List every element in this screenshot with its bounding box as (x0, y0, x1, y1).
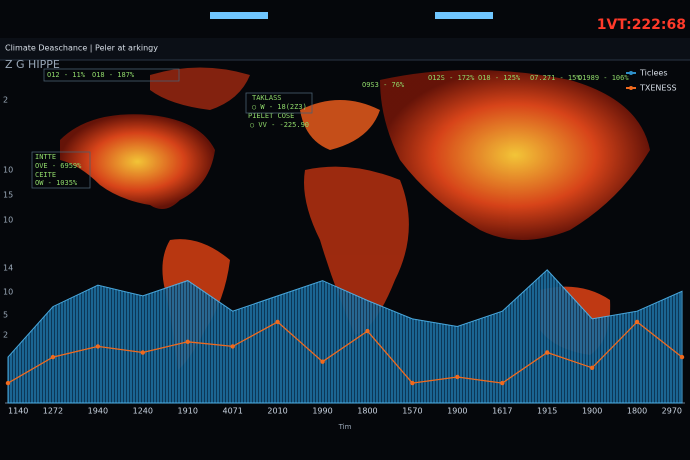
annotation-box (245, 92, 313, 114)
x-tick-label: 1240 (133, 407, 153, 416)
x-tick-label: 1900 (447, 407, 467, 416)
x-tick-label: 1800 (627, 407, 647, 416)
line (7, 321, 683, 384)
annotation: INTTE (35, 153, 56, 161)
annotation: OW - 1035% (35, 179, 78, 187)
x-tick-label: 1915 (537, 407, 557, 416)
line-point (545, 350, 550, 355)
line-point (455, 374, 460, 380)
annotation: O12 - 11% (47, 71, 86, 79)
annotation: ○ VV - -225.90 (250, 121, 309, 129)
x-tick-label: 1940 (88, 407, 108, 416)
annotation: CEITE (35, 171, 56, 179)
annotation: O1989 - 106% (578, 74, 629, 82)
annotation: O12S - 172% (428, 74, 475, 82)
x-tick-label: 1990 (312, 407, 332, 416)
legend-label: TXENESS (639, 84, 677, 93)
annotation: PIELET COSE (248, 112, 294, 120)
annotation: O7.271 - 15% (530, 74, 581, 82)
annotation: O18 - 187% (92, 71, 135, 79)
line-point (140, 350, 145, 355)
area (7, 269, 683, 404)
line-point (679, 354, 685, 360)
annotation: ○ W - 18(2Z3) (252, 103, 307, 111)
x-tick-label: 1140 (8, 407, 28, 416)
side-label: 10 (3, 166, 13, 175)
annotation: OVE - 6959% (35, 162, 82, 170)
line-point (500, 380, 505, 386)
annotation-box (43, 68, 180, 82)
africa (304, 166, 409, 335)
brand: Z G HIPPE (5, 58, 60, 71)
greenland (150, 67, 250, 110)
line-point (5, 380, 11, 386)
panel-title: Climate Deaschance | Peler at arkingy (5, 44, 158, 53)
x-axis-label: Tim (338, 423, 352, 431)
line-point (185, 339, 190, 344)
north-america (60, 114, 215, 209)
side-label: 14 (3, 264, 13, 273)
line-point (50, 354, 56, 360)
ceiling-light (435, 12, 493, 19)
line-point (275, 319, 280, 325)
line-point (320, 359, 325, 364)
annotation: O18 - 125% (478, 74, 521, 82)
legend-dot (629, 86, 633, 90)
x-tick-label: 2970 (662, 407, 682, 416)
annotation: O9S3 - 76% (362, 81, 405, 89)
title-bar (0, 38, 690, 60)
line-point (410, 380, 415, 386)
legend-label: Ticlees (639, 69, 668, 78)
ceiling-light (210, 12, 268, 19)
x-tick-label: 4071 (222, 407, 242, 416)
side-label: 5 (3, 311, 8, 320)
x-tick-label: 1617 (492, 407, 512, 416)
x-tick-label: 2010 (267, 407, 287, 416)
x-tick-label: 1900 (582, 407, 602, 416)
annotation: TAKLASS (252, 94, 282, 102)
x-tick-label: 1800 (357, 407, 377, 416)
line-point (365, 328, 370, 334)
x-tick-label: 1910 (178, 407, 198, 416)
side-label: 10 (3, 288, 13, 297)
asia (380, 70, 650, 240)
x-tick-label: 1272 (43, 407, 63, 416)
legend-dot (629, 71, 633, 75)
side-label: 15 (3, 191, 13, 200)
line-point (634, 319, 640, 325)
europe (300, 100, 380, 150)
line-point (95, 344, 101, 349)
side-label: 10 (3, 216, 13, 225)
line-point (589, 365, 595, 371)
side-label: 2 (3, 331, 8, 340)
clock: 1VT:222:68 (597, 17, 686, 33)
annotation-box (31, 151, 91, 189)
line-point (230, 344, 235, 349)
x-tick-label: 1570 (402, 407, 422, 416)
side-label: 2 (3, 96, 8, 105)
